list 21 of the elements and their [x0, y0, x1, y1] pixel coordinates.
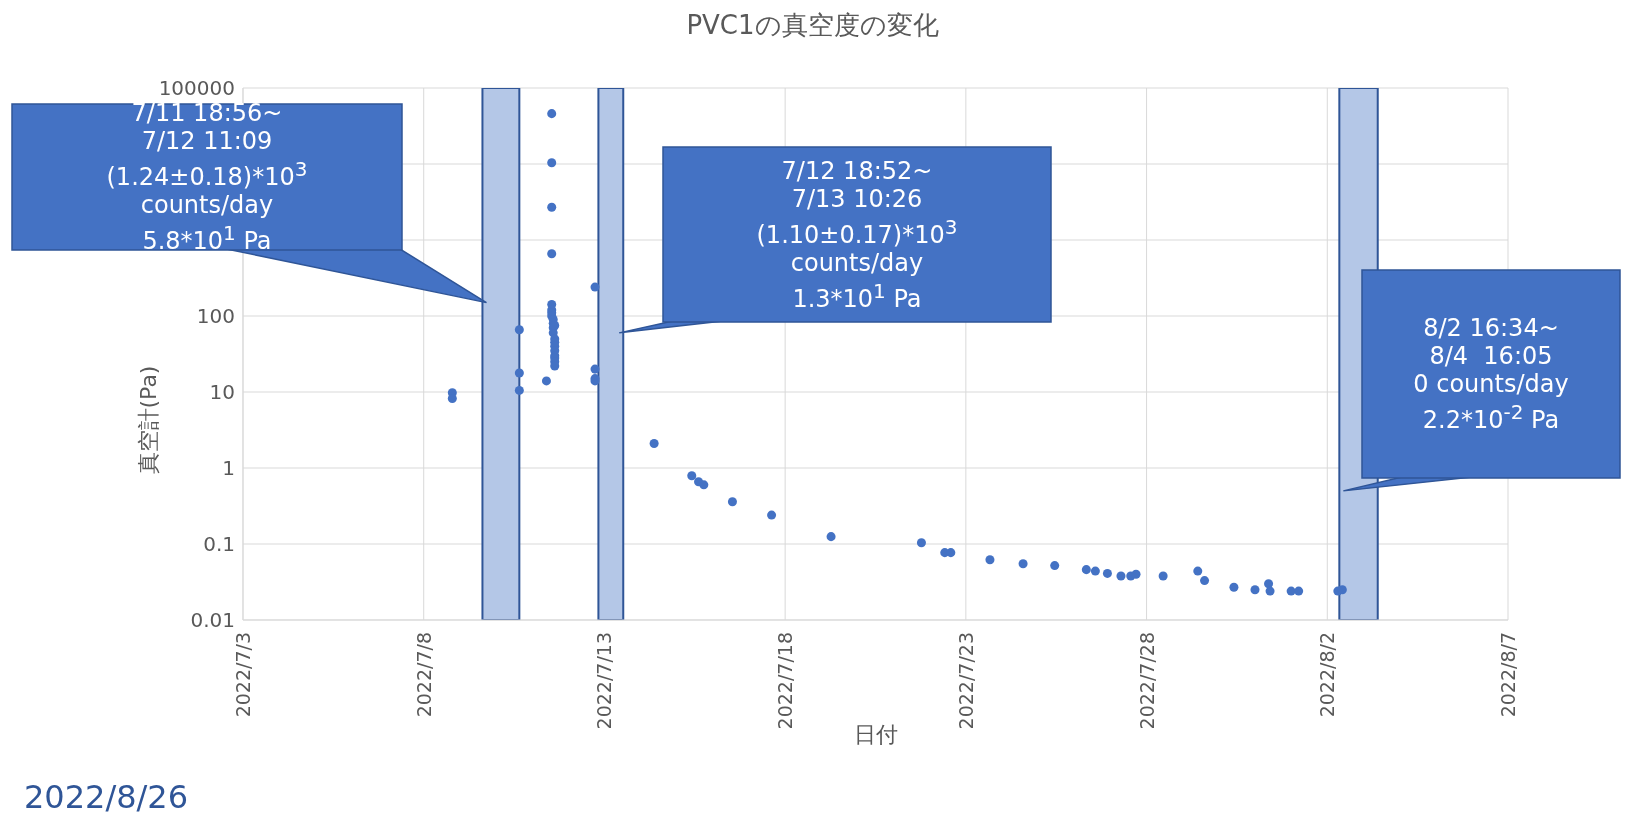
annotation: 8/2 16:34~ 8/4 16:05 0 counts/day 2.2*10$^{-2}$ Pa — [1413, 314, 1569, 434]
chart-title: PVC1の真空度の変化 — [685, 9, 940, 42]
text: 2022/8/26 — [24, 778, 189, 816]
y-tick-label: 100 — [196, 304, 235, 329]
x-axis-title: 日付 — [853, 722, 898, 747]
x-tick-label: 2022/7/3 — [232, 632, 254, 718]
x-tick-label: 2022/8/7 — [1497, 632, 1519, 718]
x-tick-label: 2022/7/28 — [1135, 632, 1158, 730]
annotation: 7/12 18:52~ 7/13 10:26 (1.10±0.17)*10$^{3}$ counts/day 1.3*10$^{1}$ Pa — [756, 156, 958, 313]
y-tick-label: 10 — [209, 380, 235, 405]
x-tick-label: 2022/7/13 — [593, 632, 616, 730]
annotation: 7/11 18:56~ 7/12 11:09 (1.24±0.18)*10$^{3}$ counts/day 5.8*10$^{1}$ Pa — [106, 99, 308, 255]
x-tick-label: 2022/7/23 — [954, 632, 977, 730]
y-tick-label: 0.1 — [203, 532, 235, 557]
y-axis-title: 真空計(Pa) — [135, 365, 161, 475]
y-tick-label: 0.01 — [190, 608, 235, 633]
y-tick-label: 100000 — [158, 76, 235, 101]
y-tick-label: 1 — [222, 456, 235, 481]
x-tick-label: 2022/7/18 — [774, 632, 797, 730]
x-tick-label: 2022/8/2 — [1316, 632, 1339, 718]
x-tick-label: 2022/7/8 — [412, 632, 435, 718]
